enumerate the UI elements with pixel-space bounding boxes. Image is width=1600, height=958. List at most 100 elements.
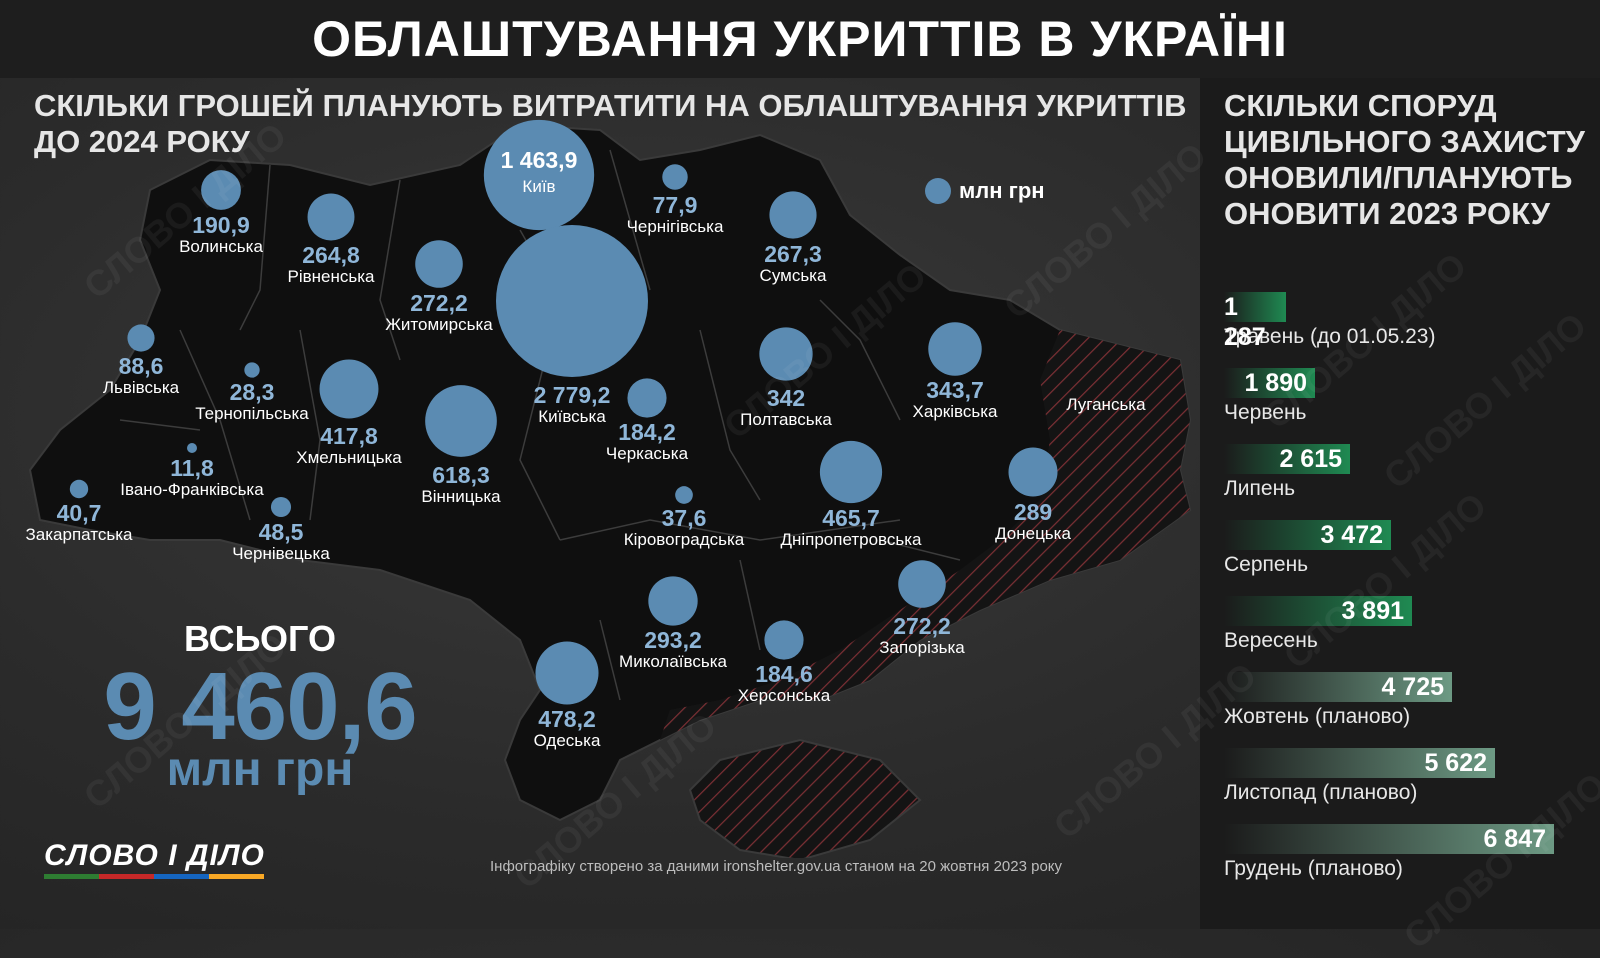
region-1-name: Київська	[538, 407, 606, 426]
region-borders	[119, 149, 961, 701]
region-13-name: Харківська	[913, 402, 998, 421]
month-label: Жовтень (планово)	[1224, 705, 1411, 728]
region-23-bubble	[898, 560, 946, 608]
region-11-value: 184,2	[618, 419, 676, 445]
region-18-bubble	[675, 486, 693, 504]
month-bar: 4 725	[1224, 672, 1452, 702]
month-bar: 2 615	[1224, 444, 1350, 474]
month-row: 5 622 Листопад (планово)	[1224, 748, 1495, 818]
region-5-name: Чернігівська	[627, 217, 724, 236]
map-subtitle: СКІЛЬКИ ГРОШЕЙ ПЛАНУЮТЬ ВИТРАТИТИ НА ОБЛ…	[34, 88, 1187, 159]
month-label: Червень	[1224, 401, 1307, 424]
region-18-name: Кіровоградська	[624, 530, 745, 549]
source-note: Інфографіку створено за даними ironshelt…	[490, 858, 1063, 875]
region-11-bubble	[627, 378, 667, 418]
region-7-bubble	[127, 324, 155, 352]
region-6-name: Сумська	[760, 266, 827, 285]
region-5-value: 77,9	[653, 192, 698, 218]
region-20-name: Донецька	[995, 524, 1071, 543]
legend-bubble-icon	[925, 178, 951, 204]
month-label: Вересень	[1224, 629, 1318, 652]
total-value: 9 460,6	[103, 653, 417, 760]
region-22-bubble	[764, 620, 804, 660]
region-16-bubble	[69, 479, 89, 499]
region-9-name: Хмельницька	[296, 448, 402, 467]
region-4-value: 272,2	[410, 290, 468, 316]
region-14-name: Луганська	[1066, 395, 1146, 414]
logo-stripe	[99, 874, 154, 879]
region-8-bubble	[244, 362, 260, 378]
region-16-name: Закарпатська	[26, 525, 133, 544]
logo-stripe	[209, 874, 264, 879]
month-value: 6 847	[1483, 825, 1546, 853]
region-22-value: 184,6	[755, 661, 813, 687]
region-8-name: Тернопільська	[195, 404, 309, 423]
region-19-name: Дніпропетровська	[780, 530, 922, 549]
region-12-bubble	[759, 327, 813, 381]
month-value: 3 472	[1320, 521, 1383, 549]
region-12-value: 342	[767, 385, 805, 411]
region-0-bubble	[483, 119, 595, 231]
legend: млн грн	[925, 178, 1045, 204]
region-15-bubble	[187, 443, 197, 453]
region-1-value: 2 779,2	[534, 382, 611, 408]
region-21-name: Миколаївська	[619, 652, 727, 671]
header: ОБЛАШТУВАННЯ УКРИТТІВ В УКРАЇНІ	[0, 0, 1600, 78]
legend-label: млн грн	[959, 178, 1045, 203]
region-0-name: Київ	[522, 177, 555, 196]
region-7-name: Львівська	[103, 378, 180, 397]
logo: СЛОВО І ДІЛО	[44, 840, 265, 879]
region-10-value: 618,3	[432, 462, 490, 488]
region-21-value: 293,2	[644, 627, 702, 653]
region-8-value: 28,3	[230, 379, 275, 405]
region-4-name: Житомирська	[385, 315, 493, 334]
month-bar: 5 622	[1224, 748, 1495, 778]
side-panel	[1200, 78, 1600, 929]
region-15-name: Івано-Франківська	[120, 480, 264, 499]
region-19-bubble	[819, 440, 883, 504]
month-value: 4 725	[1381, 673, 1444, 701]
region-17-bubble	[270, 496, 292, 518]
region-4-bubble	[415, 240, 463, 288]
region-24-bubble	[535, 641, 599, 705]
month-row: 1 890 Червень	[1224, 368, 1315, 438]
month-row: 3 891 Вересень	[1224, 596, 1412, 666]
month-row: 4 725 Жовтень (планово)	[1224, 672, 1452, 742]
region-3-bubble	[307, 193, 355, 241]
region-2-bubble	[201, 170, 241, 210]
region-5-bubble	[662, 164, 688, 190]
region-13-bubble	[928, 322, 982, 376]
region-2-name: Волинська	[179, 237, 263, 256]
month-label: Липень	[1224, 477, 1296, 500]
region-16-value: 40,7	[57, 500, 102, 526]
logo-stripe	[44, 874, 99, 879]
region-20-value: 289	[1014, 499, 1052, 525]
month-row: 3 472 Серпень	[1224, 520, 1391, 590]
page-title: ОБЛАШТУВАННЯ УКРИТТІВ В УКРАЇНІ	[312, 11, 1288, 67]
region-2-value: 190,9	[192, 212, 250, 238]
region-9-bubble	[319, 359, 379, 419]
region-11-name: Черкаська	[606, 444, 689, 463]
month-bar: 1 890	[1224, 368, 1315, 398]
region-6-value: 267,3	[764, 241, 822, 267]
total-unit: млн грн	[166, 743, 354, 796]
region-10-bubble	[425, 385, 497, 457]
month-bar: 6 847	[1224, 824, 1554, 854]
month-value: 5 622	[1424, 749, 1487, 777]
region-15-value: 11,8	[170, 455, 214, 481]
month-value: 1 890	[1244, 369, 1307, 397]
region-23-name: Запорізька	[879, 638, 965, 657]
region-6-bubble	[769, 191, 817, 239]
month-bar: 1 287	[1224, 292, 1286, 351]
region-18-value: 37,6	[662, 505, 707, 531]
side-panel-title: СКІЛЬКИ СПОРУД ЦИВІЛЬНОГО ЗАХИСТУ ОНОВИЛ…	[1224, 88, 1585, 231]
region-17-value: 48,5	[259, 519, 304, 545]
month-value: 1 287	[1224, 293, 1266, 351]
region-12-name: Полтавська	[740, 410, 832, 429]
region-19-value: 465,7	[822, 505, 880, 531]
total-label: ВСЬОГО	[184, 618, 336, 659]
month-label: Грудень (планово)	[1224, 857, 1403, 880]
logo-stripes	[44, 874, 265, 879]
